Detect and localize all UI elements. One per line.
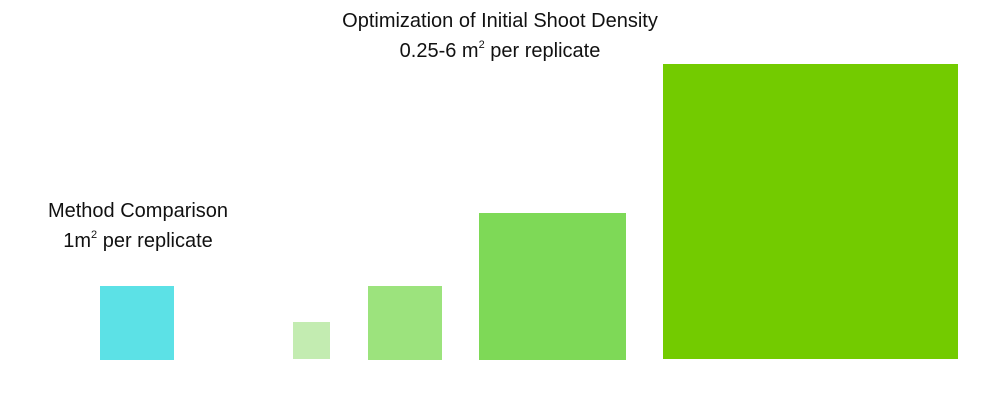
square-method-1m2 — [100, 286, 174, 360]
optimization-title-line1: Optimization of Initial Shoot Density — [342, 10, 658, 32]
method-comparison-title: Method Comparison 1m2 per replicate — [18, 196, 258, 256]
method-title-line2: 1m2 per replicate — [63, 229, 213, 253]
square-opt-1m2 — [368, 286, 442, 360]
method-title-line1: Method Comparison — [47, 200, 229, 222]
optimization-title-line2: 0.25-6 m2 per replicate — [399, 39, 601, 63]
square-opt-16m2 — [663, 64, 958, 359]
square-opt-0.25m2 — [293, 322, 330, 359]
square-opt-4m2 — [479, 213, 626, 360]
optimization-title: Optimization of Initial Shoot Density 0.… — [290, 6, 710, 66]
